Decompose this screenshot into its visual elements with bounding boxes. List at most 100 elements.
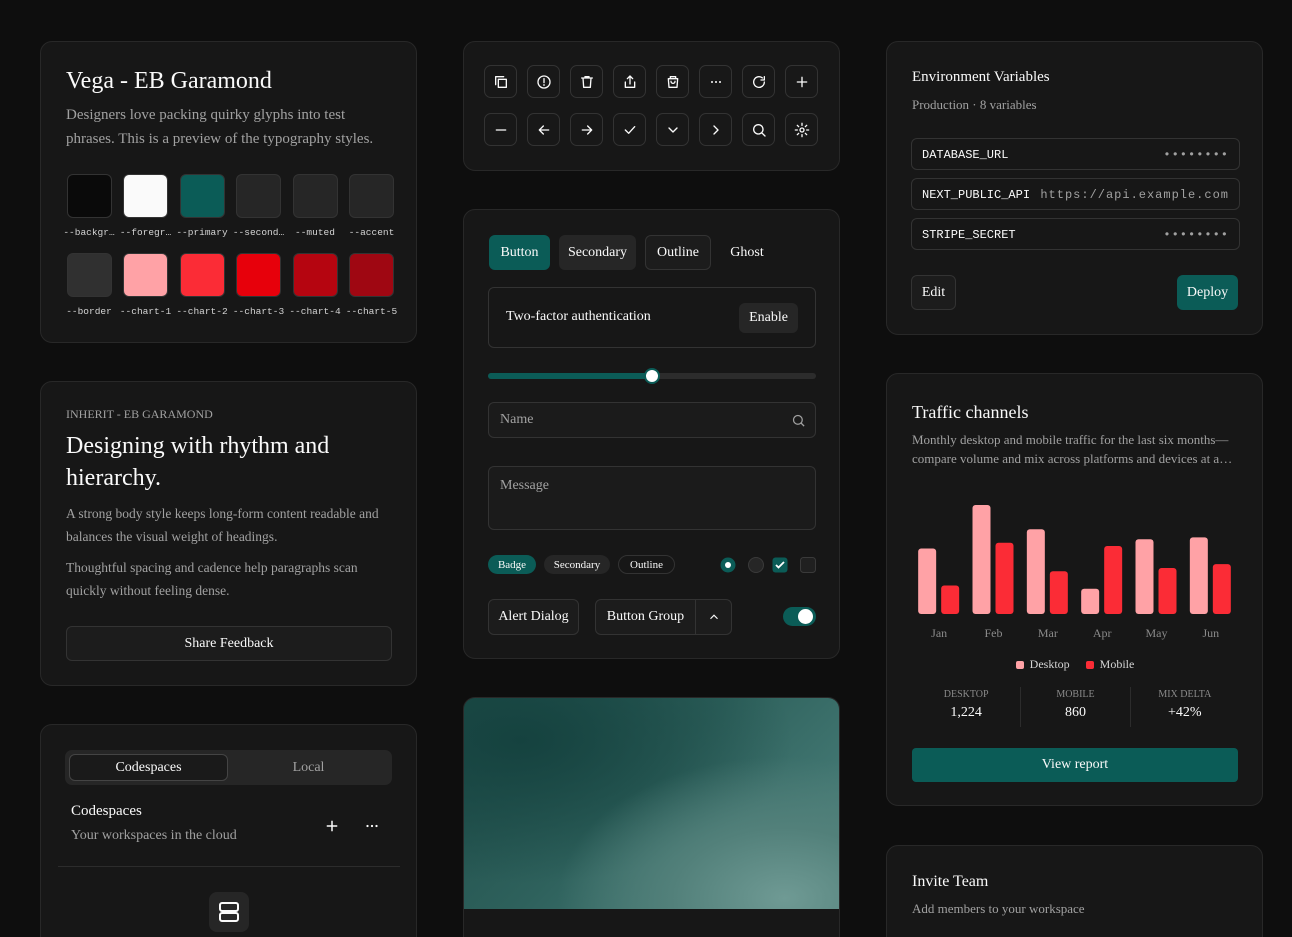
swatch-label: --accent — [348, 227, 395, 238]
icon-button[interactable] — [613, 113, 646, 146]
add-icon[interactable] — [323, 817, 341, 835]
name-input[interactable]: Name — [488, 402, 816, 438]
icon-path — [580, 75, 593, 88]
icon-path — [624, 125, 635, 134]
icon-path — [752, 75, 765, 88]
icon — [538, 124, 549, 135]
icon — [796, 76, 807, 87]
icon-button[interactable] — [785, 65, 818, 98]
stat-value: 860 — [1064, 705, 1086, 720]
setting-label: Two-factor authentication — [506, 309, 651, 324]
icon-button[interactable] — [656, 65, 689, 98]
button-group-main[interactable]: Button Group — [595, 599, 696, 635]
outline-button[interactable]: Outline — [645, 235, 711, 270]
legend-label: Mobile — [1099, 657, 1135, 671]
card-title: Invite Team — [912, 873, 989, 890]
icon — [712, 124, 719, 135]
x-tick-label: May — [1146, 626, 1168, 640]
slider-range — [488, 373, 652, 379]
icon-button[interactable] — [785, 113, 818, 146]
icon-button[interactable] — [613, 65, 646, 98]
icon-button[interactable] — [527, 65, 560, 98]
checkbox[interactable] — [800, 557, 816, 573]
swatch-label: --chart-1 — [119, 306, 172, 317]
paragraph: Thoughtful spacing and cadence help para… — [66, 560, 358, 598]
stat-value: +42% — [1168, 705, 1202, 720]
tab[interactable]: Local — [292, 759, 325, 775]
message-input[interactable]: Message — [488, 466, 816, 530]
icon-button[interactable] — [484, 113, 517, 146]
variable-key: DATABASE_URL — [922, 148, 1009, 162]
icon-button[interactable] — [570, 113, 603, 146]
bar-chart: Jan Feb Mar Apr May Jun — [918, 504, 1231, 640]
bar — [941, 585, 960, 614]
image-card — [463, 697, 840, 937]
deploy-button[interactable]: Deploy — [1177, 275, 1238, 310]
toggles — [720, 557, 816, 573]
server-glyph — [219, 902, 239, 922]
share-feedback-button[interactable]: Share Feedback — [66, 626, 392, 661]
icon-button[interactable] — [656, 113, 689, 146]
icon-path — [624, 74, 635, 88]
legend-label: Desktop — [1029, 657, 1070, 671]
article-card: INHERIT - EB GARAMOND Designing with rhy… — [40, 381, 417, 686]
icon — [624, 125, 635, 134]
more-icon[interactable] — [363, 817, 381, 835]
controls-card: Button Secondary Outline Ghost Two-facto… — [463, 209, 840, 659]
stat: MOBILE 860 — [1020, 687, 1129, 727]
slider-thumb[interactable] — [644, 368, 660, 384]
icon-button[interactable] — [742, 65, 775, 98]
badge-secondary: Secondary — [544, 555, 610, 574]
view-report-button[interactable]: View report — [912, 748, 1238, 782]
button-group-toggle[interactable] — [695, 599, 732, 635]
edit-button[interactable]: Edit — [911, 275, 956, 310]
stat-value: 1,224 — [950, 705, 982, 720]
icon-button[interactable] — [699, 113, 732, 146]
section-title: Codespaces — [71, 803, 142, 819]
placeholder: Message — [500, 478, 549, 493]
switch[interactable] — [783, 607, 816, 626]
icon — [624, 74, 635, 88]
radio[interactable] — [748, 557, 764, 573]
divider — [58, 866, 400, 867]
icon — [494, 75, 507, 88]
stats: DESKTOP 1,224 MOBILE 860 MIX DELTA +42% — [912, 687, 1239, 727]
icon — [710, 80, 721, 83]
section-description: Your workspaces in the cloud — [71, 828, 237, 843]
x-tick-label: Apr — [1093, 626, 1112, 640]
secondary-button[interactable]: Secondary — [559, 235, 636, 270]
tabs: Codespaces Local — [65, 750, 392, 785]
icon-button[interactable] — [570, 65, 603, 98]
alert-dialog-button[interactable]: Alert Dialog — [488, 599, 579, 635]
variable-row: NEXT_PUBLIC_API https://api.example.com — [911, 178, 1240, 210]
chart-subtitle: Monthly desktop and mobile traffic for t… — [912, 432, 1233, 466]
ghost-button[interactable]: Ghost — [730, 244, 764, 260]
card-title: Vega - EB Garamond — [66, 68, 272, 94]
icon-button[interactable] — [527, 113, 560, 146]
enable-button[interactable]: Enable — [739, 303, 798, 333]
icon-button[interactable] — [742, 113, 775, 146]
bar — [1158, 568, 1177, 614]
variable-row: DATABASE_URL •••••••• — [911, 138, 1240, 170]
bar — [1189, 537, 1208, 614]
tab-active[interactable]: Codespaces — [69, 754, 228, 781]
icon-path — [712, 124, 719, 135]
bar — [918, 548, 937, 614]
bar — [995, 542, 1014, 614]
x-tick-label: Feb — [985, 626, 1003, 640]
icon — [495, 128, 506, 131]
color-swatch — [123, 253, 168, 297]
icon — [536, 74, 551, 89]
icon-button[interactable] — [699, 65, 732, 98]
primary-button[interactable]: Button — [489, 235, 550, 270]
x-tick-label: Mar — [1038, 626, 1058, 640]
icon-button[interactable] — [484, 65, 517, 98]
badge-outline: Outline — [618, 555, 675, 574]
slider-track — [488, 368, 816, 384]
variable-value: https://api.example.com — [1040, 188, 1229, 202]
bar — [1049, 571, 1068, 614]
bar — [972, 504, 991, 614]
variable-key: NEXT_PUBLIC_API — [922, 188, 1031, 202]
